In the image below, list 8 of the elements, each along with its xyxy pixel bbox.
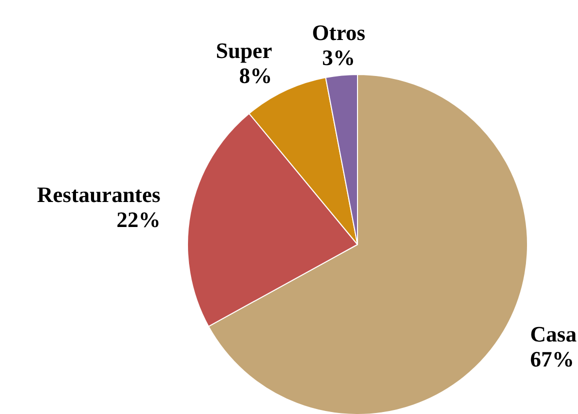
data-label: 22% (116, 206, 160, 232)
data-label: 8% (239, 62, 272, 88)
data-label: 67% (530, 346, 574, 372)
slice-label: Otros (312, 20, 366, 45)
slice-label: Restaurantes (37, 182, 161, 207)
slice-label: Super (216, 38, 272, 63)
slice-label: Casa (530, 322, 577, 347)
data-label: 3% (322, 44, 356, 70)
